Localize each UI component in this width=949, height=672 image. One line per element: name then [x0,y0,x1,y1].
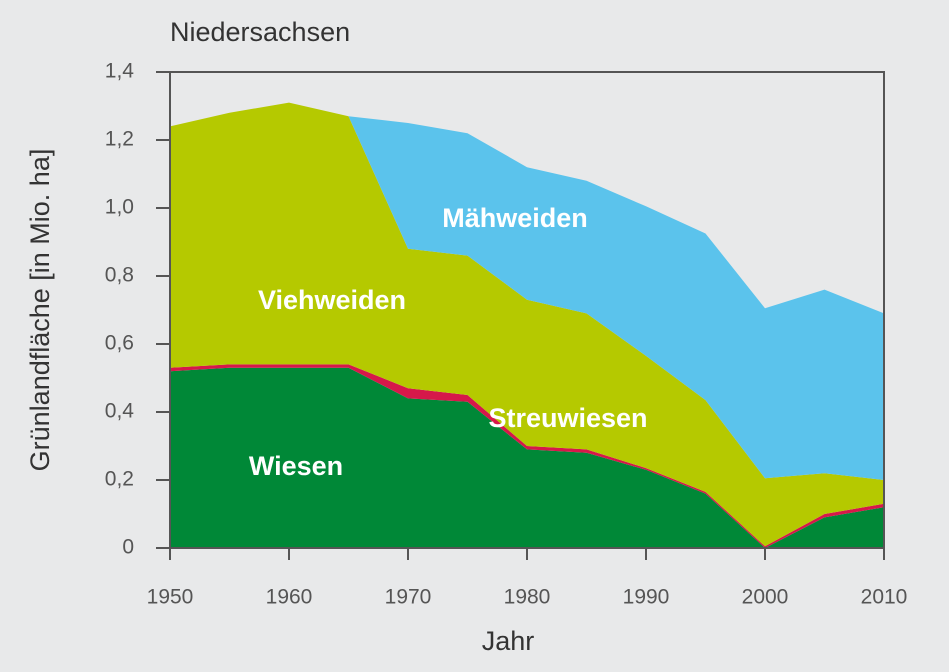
y-tick-label: 0 [122,536,134,559]
area [170,367,884,548]
y-axis-label: Grünlandfläche [in Mio. ha] [25,149,55,472]
x-tick-label: 1970 [385,586,432,609]
chart-title: Niedersachsen [170,17,350,47]
x-tick-label: 1990 [623,586,670,609]
x-tick-label: 2010 [861,586,908,609]
x-tick-label: 2000 [742,586,789,609]
series-label: Streuwiesen [488,403,647,433]
y-tick-label: 0,6 [105,332,134,355]
x-tick-label: 1960 [266,586,313,609]
y-tick-label: 0,8 [105,264,134,287]
y-tick-label: 1,4 [105,60,135,83]
y-tick-label: 0,2 [105,468,134,491]
x-tick-label: 1950 [147,586,194,609]
y-tick-label: 1,2 [105,128,134,151]
area [348,116,884,480]
area [170,102,884,547]
x-tick-label: 1980 [504,586,551,609]
series-label: Wiesen [249,451,343,481]
series-label: Viehweiden [258,285,406,315]
series-label: Mähweiden [442,203,588,233]
y-tick-label: 0,4 [105,400,135,423]
x-axis-label: Jahr [482,626,535,656]
y-tick-label: 1,0 [105,196,134,219]
